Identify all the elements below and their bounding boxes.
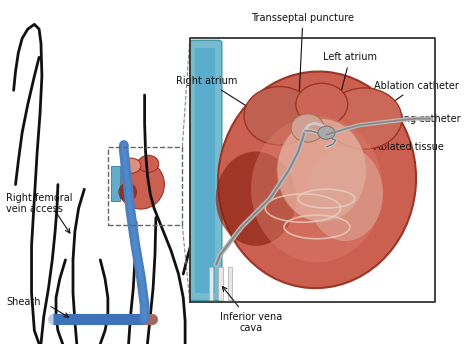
Ellipse shape <box>277 119 366 222</box>
Text: Ablation catheter: Ablation catheter <box>372 81 458 117</box>
Ellipse shape <box>308 147 383 241</box>
Ellipse shape <box>117 160 164 209</box>
Text: Right atrium: Right atrium <box>176 76 267 119</box>
Ellipse shape <box>291 114 324 142</box>
Ellipse shape <box>244 86 315 145</box>
FancyBboxPatch shape <box>111 166 120 201</box>
Ellipse shape <box>218 72 416 288</box>
Text: Left atrium: Left atrium <box>323 52 377 108</box>
Ellipse shape <box>251 116 383 262</box>
Ellipse shape <box>318 126 335 139</box>
Polygon shape <box>190 39 435 302</box>
Ellipse shape <box>216 152 296 246</box>
Text: Transseptal puncture: Transseptal puncture <box>251 13 355 112</box>
Ellipse shape <box>138 155 159 172</box>
Text: Right femoral
vein access: Right femoral vein access <box>6 193 73 214</box>
Text: Inferior vena
cava: Inferior vena cava <box>220 287 282 333</box>
Ellipse shape <box>327 88 402 149</box>
Text: Mapping catheter: Mapping catheter <box>363 114 460 135</box>
Ellipse shape <box>118 183 137 201</box>
Ellipse shape <box>122 158 141 173</box>
FancyBboxPatch shape <box>228 268 232 301</box>
FancyBboxPatch shape <box>209 268 213 301</box>
FancyBboxPatch shape <box>190 40 222 301</box>
FancyBboxPatch shape <box>218 268 223 301</box>
FancyBboxPatch shape <box>194 48 215 293</box>
Ellipse shape <box>296 83 347 126</box>
Text: Ablated tissue: Ablated tissue <box>337 139 444 152</box>
Text: Sheath: Sheath <box>6 297 41 307</box>
